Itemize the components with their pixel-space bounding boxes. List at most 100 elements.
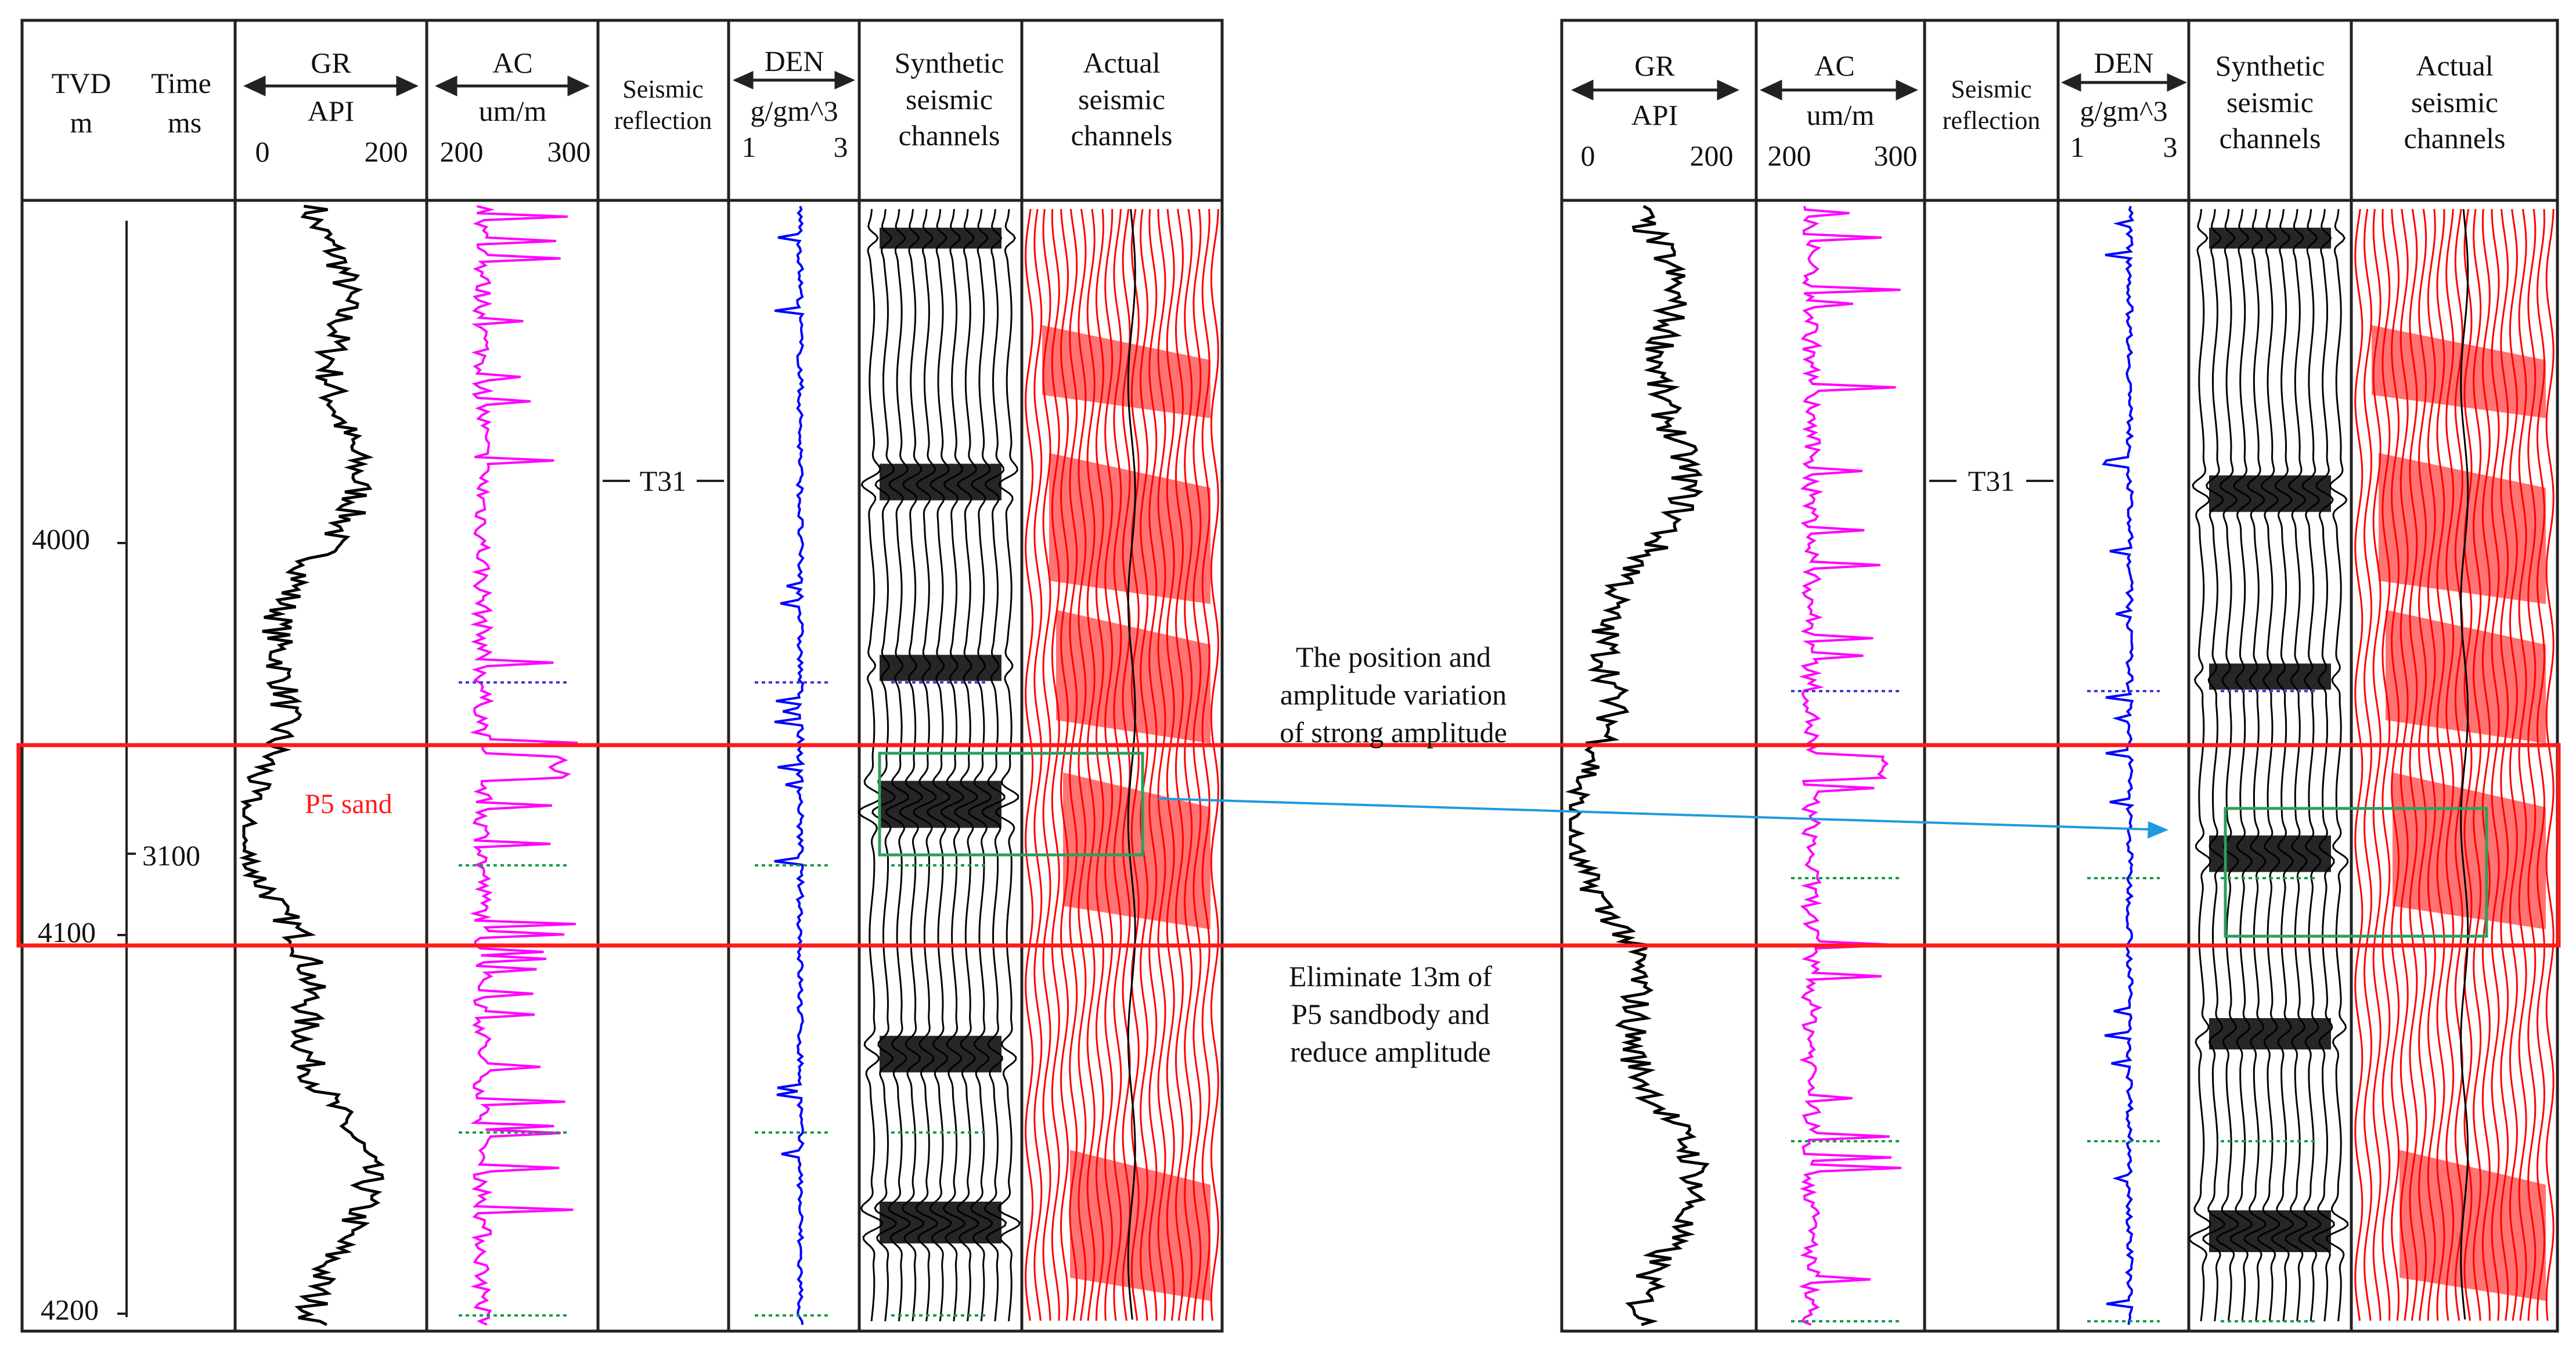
den-max-2: 3 [2163, 131, 2178, 163]
ac-scale-arrow [435, 76, 590, 96]
synthetic-header-2: seismic [906, 83, 993, 116]
after-actual-band-4 [2400, 1150, 2546, 1301]
after-synthetic-trace-9 [2312, 208, 2335, 1322]
before-synthetic-trace-4 [913, 208, 939, 1322]
before-synthetic-band-3 [880, 781, 1001, 828]
before-synthetic-trace-7 [953, 208, 980, 1322]
ac-min-2: 200 [1768, 139, 1811, 172]
correlation-arrow [1158, 797, 2168, 839]
seismic-reflection-header-2: reflection [614, 106, 712, 135]
den-unit-2: g/gm^3 [2080, 95, 2167, 127]
annotation-top: The position and amplitude variation of … [1280, 641, 1507, 749]
before-synthetic-band-1 [880, 463, 1001, 501]
before-synthetic-trace-2 [885, 208, 911, 1322]
after-synthetic-band-3 [2209, 835, 2331, 872]
annotation-bottom-line-2: P5 sandbody and [1291, 998, 1490, 1030]
after-actual-trace-0 [2354, 208, 2364, 1321]
log-tracks [239, 204, 2555, 1326]
gr-unit: API [308, 95, 355, 127]
ac-max-2: 300 [1874, 139, 1918, 172]
panel-after [1560, 19, 2559, 1333]
ac-min: 200 [440, 135, 484, 168]
den-header-2: DEN [2094, 46, 2154, 79]
after-synthetic-trace-10 [2326, 208, 2349, 1322]
tvd-unit: m [70, 106, 93, 139]
panel-before [20, 19, 1224, 1333]
before-synthetic-band-4 [880, 1036, 1001, 1073]
annotation-top-line-2: amplitude variation [1280, 678, 1507, 711]
after-synthetic-trace-3 [2229, 208, 2253, 1322]
before-actual-band-0 [1042, 325, 1210, 418]
den-unit: g/gm^3 [750, 95, 838, 127]
after-actual-band-0 [2372, 325, 2546, 418]
ac-curve-after [1799, 206, 1902, 1326]
ac-max: 300 [547, 135, 591, 168]
synthetic-header-b2: seismic [2226, 86, 2314, 118]
synthetic-header-b: Synthetic [2215, 49, 2325, 82]
actual-header-b3: channels [2404, 122, 2506, 154]
ac-curve-before [469, 205, 578, 1326]
after-actual-band-3 [2393, 772, 2546, 929]
before-well-tie-line [1127, 208, 1136, 1320]
horizon-t31-label: T31 [640, 465, 687, 497]
time-header: Time [151, 67, 211, 99]
den-curve-after [2102, 206, 2135, 1325]
annotation-bottom: Eliminate 13m of P5 sandbody and reduce … [1289, 960, 1492, 1068]
horizon-t31-label-2: T31 [1968, 465, 2015, 497]
den-max: 3 [834, 131, 848, 163]
seismic-reflection-header: Seismic [622, 75, 703, 103]
before-actual-trace-0 [1025, 208, 1034, 1321]
before-synthetic-trace-3 [899, 208, 925, 1322]
seismic-reflection-header-b: Seismic [1951, 75, 2031, 103]
before-synthetic-trace-9 [981, 208, 1007, 1322]
den-header: DEN [765, 45, 824, 77]
p5-sand-label: P5 sand [305, 789, 392, 819]
before-actual-band-3 [1063, 772, 1210, 929]
before-synthetic-trace-5 [926, 208, 952, 1322]
horizon-t31-before: T31 [603, 465, 724, 497]
before-synthetic-trace-8 [967, 208, 993, 1322]
before-synthetic-band-2 [880, 655, 1001, 681]
ac-scale-arrow-2 [1760, 80, 1918, 100]
time-tick-3100: 3100 [142, 839, 200, 872]
ac-unit-2: um/m [1807, 99, 1875, 131]
seismic-reflection-header-b2: reflection [1943, 106, 2041, 135]
actual-header-b2: seismic [2411, 86, 2498, 118]
annotation-bottom-line-1: Eliminate 13m of [1289, 960, 1492, 993]
panel-before-headers: TVD m Time ms GR API 0 200 AC um/m 200 3… [52, 45, 1173, 168]
tvd-header: TVD [52, 67, 111, 99]
den-min: 1 [742, 131, 756, 163]
den-curve-before [774, 206, 806, 1325]
gr-min: 0 [255, 135, 270, 168]
gr-curve-before [239, 204, 386, 1326]
after-synthetic-band-2 [2209, 663, 2331, 690]
p5-sand-interval-box [16, 743, 2561, 948]
before-synthetic-band-5 [880, 1202, 1001, 1243]
actual-header-b: Actual [2416, 49, 2493, 82]
horizon-t31-after: T31 [1929, 465, 2053, 497]
synthetic-header-3: channels [899, 119, 1000, 152]
gr-curve-after [1565, 204, 1710, 1326]
strong-amplitude-box-before [878, 752, 1144, 857]
after-synthetic-trace-7 [2285, 208, 2308, 1322]
depth-tick-4000: 4000 [32, 523, 90, 555]
after-synthetic-band-1 [2209, 475, 2331, 512]
ac-header: AC [492, 46, 532, 79]
after-synthetic-band-5 [2209, 1210, 2331, 1252]
den-scale-arrow [732, 71, 856, 89]
actual-header-2: seismic [1078, 83, 1165, 116]
annotation-bottom-line-3: reduce amplitude [1290, 1036, 1491, 1068]
den-min-2: 1 [2070, 131, 2085, 163]
annotation-top-line-3: of strong amplitude [1280, 716, 1507, 749]
annotation-top-line-1: The position and [1296, 641, 1491, 673]
synthetic-header-b3: channels [2220, 122, 2321, 154]
depth-tick-4200: 4200 [41, 1293, 99, 1326]
after-actual-trace-1 [2363, 208, 2372, 1321]
after-synthetic-band-0 [2209, 228, 2331, 249]
before-synthetic-trace-1 [871, 208, 898, 1322]
after-actual-trace-21 [2545, 208, 2555, 1321]
after-synthetic-trace-2 [2216, 208, 2239, 1322]
ac-header-2: AC [1814, 49, 1854, 82]
after-actual-band-1 [2379, 453, 2546, 604]
